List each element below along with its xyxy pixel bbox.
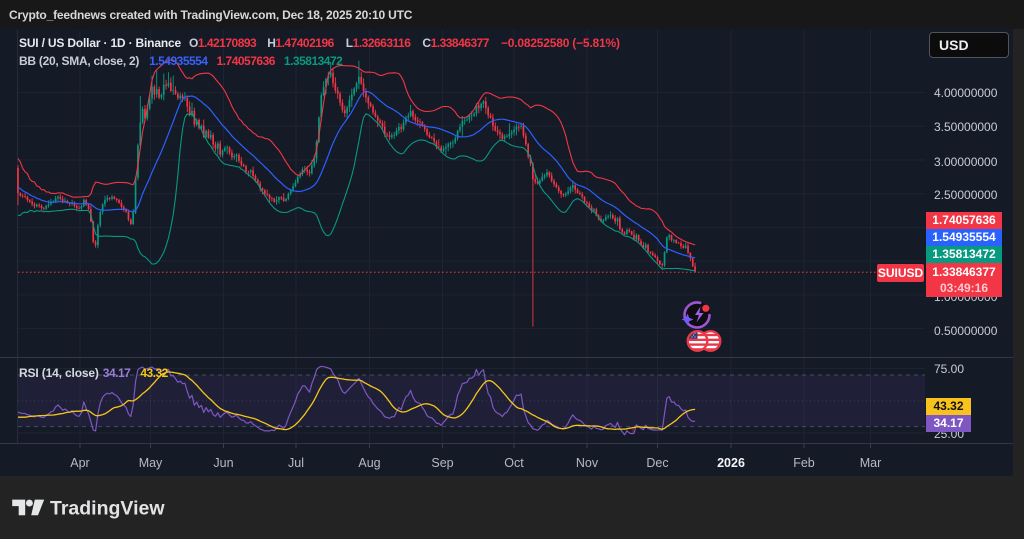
svg-text:TradingView: TradingView [50,498,165,520]
